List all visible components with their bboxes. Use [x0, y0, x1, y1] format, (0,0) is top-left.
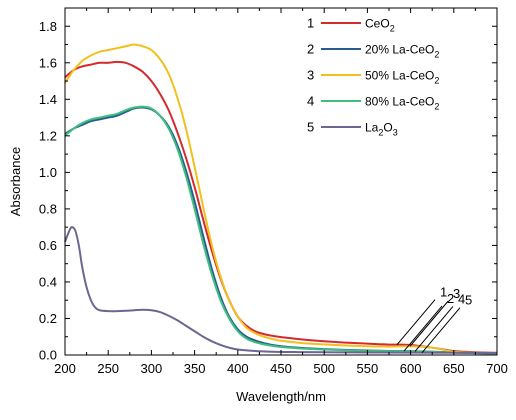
legend: 1 CeO2​ 2 20% La-CeO2​ 3 50% La-CeO2​ 4 80% La-…: [307, 16, 439, 138]
x-tick-label: 350: [184, 361, 206, 376]
legend-label: CeO2​: [365, 17, 395, 34]
legend-label: 20% La-CeO2​: [365, 43, 439, 60]
x-axis-title: Wavelength/nm: [236, 389, 326, 404]
annotation-label: 1: [440, 285, 447, 300]
annotation-leader: [409, 300, 449, 347]
series-line-3: [64, 43, 498, 355]
y-axis-title: Absorbance: [8, 147, 23, 216]
series-layer: [64, 43, 498, 355]
y-tick-label: 0.8: [39, 201, 57, 216]
legend-number: 5: [307, 120, 314, 135]
y-tick-label: 1.4: [39, 92, 57, 107]
x-tick-label: 250: [97, 361, 119, 376]
legend-number: 4: [307, 94, 314, 109]
annotation-layer: 1 234 5: [396, 285, 472, 353]
y-tick-label: 0.0: [39, 348, 57, 363]
y-tick-label: 1.6: [39, 55, 57, 70]
legend-number: 1: [307, 16, 314, 31]
annotation-leader: [421, 307, 461, 353]
legend-label: La2​O3​: [365, 121, 398, 138]
series-line-5: [64, 226, 498, 354]
x-tick-label: 600: [400, 361, 422, 376]
annotation-leader: [403, 305, 443, 352]
x-tick-label: 550: [357, 361, 379, 376]
ticks-layer: 200 250 300 350 400 450 500 550 600 650 700 0.0 0.2 0…: [39, 8, 508, 376]
series-line-2: [64, 106, 498, 355]
x-tick-label: 400: [227, 361, 249, 376]
series-line-4: [64, 105, 498, 355]
x-tick-label: 500: [313, 361, 335, 376]
annotation-label: 3: [453, 286, 460, 301]
x-tick-label: 200: [54, 361, 76, 376]
x-tick-label: 450: [270, 361, 292, 376]
y-tick-label: 0.6: [39, 238, 57, 253]
y-tick-label: 1.8: [39, 19, 57, 34]
x-tick-label: 650: [443, 361, 465, 376]
legend-number: 3: [307, 68, 314, 83]
y-tick-label: 0.2: [39, 311, 57, 326]
annotation-label: 2: [447, 291, 454, 306]
annotation-label: 5: [465, 293, 472, 308]
annotation-leader: [414, 306, 454, 352]
annotation-leader: [396, 299, 436, 346]
y-tick-label: 0.4: [39, 274, 57, 289]
y-tick-label: 1.0: [39, 165, 57, 180]
legend-label: 80% La-CeO2​: [365, 95, 439, 112]
x-tick-label: 700: [486, 361, 508, 376]
y-tick-label: 1.2: [39, 128, 57, 143]
legend-number: 2: [307, 42, 314, 57]
x-tick-label: 300: [141, 361, 163, 376]
legend-label: 50% La-CeO2​: [365, 69, 439, 86]
annotation-label: 4: [458, 291, 465, 306]
